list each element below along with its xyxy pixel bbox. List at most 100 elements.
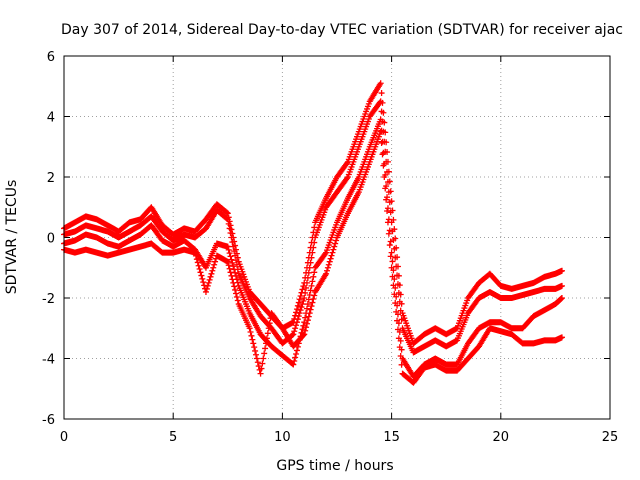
data-point <box>300 332 307 339</box>
data-point <box>192 249 199 256</box>
data-point <box>311 269 318 276</box>
data-point <box>224 216 231 223</box>
data-point <box>327 255 334 262</box>
data-point <box>384 179 391 186</box>
data-point <box>389 228 396 235</box>
plot-frame <box>63 55 611 420</box>
y-tick-label: 6 <box>47 50 55 65</box>
data-point <box>398 316 405 323</box>
data-point <box>291 328 298 335</box>
data-point <box>223 209 230 216</box>
data-point <box>252 347 259 354</box>
data-point <box>257 370 264 377</box>
data-point <box>289 332 296 339</box>
data-point <box>388 249 395 256</box>
data-point <box>384 168 391 175</box>
data-point <box>331 243 338 250</box>
data-point <box>227 229 234 236</box>
data-point <box>377 128 384 135</box>
data-point <box>386 199 393 206</box>
data-point <box>296 296 303 303</box>
data-point <box>249 336 256 343</box>
data-point <box>227 253 234 260</box>
data-point <box>207 273 214 280</box>
data-point <box>384 208 391 215</box>
data-point <box>394 281 401 288</box>
data-point <box>233 261 240 268</box>
y-axis-label: SDTVAR / TECUs <box>4 180 20 295</box>
data-point <box>378 90 385 97</box>
data-point <box>294 316 301 323</box>
data-point <box>293 347 300 354</box>
data-point <box>396 298 403 305</box>
data-point <box>198 272 205 279</box>
data-point <box>383 196 390 203</box>
data-point <box>298 304 305 311</box>
data-point <box>391 245 398 252</box>
x-tick-label: 20 <box>493 430 510 445</box>
data-point <box>192 252 199 259</box>
data-point <box>304 317 311 324</box>
data-point <box>387 209 394 216</box>
data-point <box>194 259 201 266</box>
data-point <box>302 289 309 296</box>
data-point <box>389 273 396 280</box>
data-point <box>385 216 392 223</box>
y-tick-label: -2 <box>42 292 55 307</box>
data-point <box>229 276 236 283</box>
data-point <box>384 219 391 226</box>
data-point <box>259 360 266 367</box>
data-point <box>229 259 236 266</box>
data-point <box>558 295 565 301</box>
data-point <box>196 266 203 273</box>
data-point <box>389 258 396 265</box>
data-point <box>227 269 234 276</box>
data-point <box>231 248 238 255</box>
data-point <box>395 289 402 296</box>
data-point <box>382 185 389 192</box>
data-point <box>262 345 269 352</box>
x-tick-label: 25 <box>602 430 619 445</box>
data-point <box>377 116 384 123</box>
data-point <box>294 302 301 309</box>
data-point <box>303 320 310 327</box>
data-point <box>260 355 267 362</box>
data-point <box>299 301 306 308</box>
data-point <box>293 322 300 329</box>
data-point <box>309 278 316 285</box>
data-point <box>224 243 231 250</box>
data-point <box>295 313 302 320</box>
data-point <box>393 263 400 270</box>
data-point <box>209 267 216 274</box>
data-point <box>323 270 330 277</box>
data-point <box>303 324 310 331</box>
data-point <box>246 325 253 332</box>
data-point <box>204 282 211 289</box>
data-point <box>290 331 297 338</box>
data-point <box>394 272 401 279</box>
data-point <box>226 225 233 232</box>
data-point <box>377 80 384 87</box>
data-point <box>230 279 237 286</box>
data-point <box>310 273 317 280</box>
data-point <box>230 263 237 270</box>
chart-title: Day 307 of 2014, Sidereal Day-to-day VTE… <box>61 22 623 38</box>
data-point <box>228 272 235 279</box>
data-point <box>247 329 254 336</box>
data-point <box>333 237 340 244</box>
data-point <box>384 205 391 212</box>
data-point <box>292 325 299 332</box>
data-point <box>293 350 300 357</box>
y-tick-label: -4 <box>42 353 55 368</box>
data-point <box>306 264 313 271</box>
data-point <box>309 249 316 256</box>
data-point <box>386 227 393 234</box>
data-point <box>378 108 385 115</box>
data-point <box>206 276 213 283</box>
data-point <box>211 261 218 268</box>
data-point <box>291 358 298 365</box>
data-point <box>233 293 240 300</box>
data-point <box>328 252 335 259</box>
data-point <box>311 292 318 299</box>
data-point <box>308 254 315 261</box>
